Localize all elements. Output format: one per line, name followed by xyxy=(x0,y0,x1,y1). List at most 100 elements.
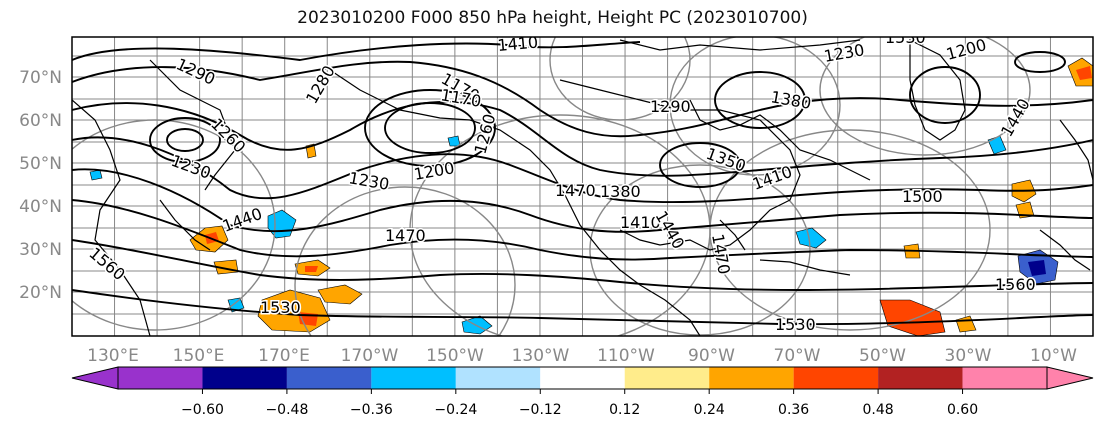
contour-label: 1200 xyxy=(412,158,455,184)
colorbar: −0.60 −0.48 −0.36 −0.24 −0.12 0.12 0.24 0.36 0.4… xyxy=(71,366,1094,418)
colorbar-tick-label: −0.60 xyxy=(181,402,224,418)
colorbar-segment xyxy=(455,367,541,389)
longitude-label: 170°E xyxy=(258,346,310,366)
latitude-label: 50°N xyxy=(19,154,62,174)
contour-closed-low xyxy=(384,102,476,154)
colorbar-tick-label: −0.36 xyxy=(350,402,393,418)
contour-label: 1560 xyxy=(995,275,1036,294)
contour-closed-low xyxy=(364,89,496,167)
colorbar-tick-label: 0.24 xyxy=(694,402,725,418)
colorbar-segment xyxy=(962,367,1047,389)
colorbar-tick-label: −0.24 xyxy=(434,402,477,418)
north-america-coast xyxy=(559,79,801,251)
longitude-label: 50°W xyxy=(859,346,906,366)
contour-label: 1290 xyxy=(650,97,691,116)
colorbar-tick-label: −0.12 xyxy=(519,402,562,418)
latitude-label: 30°N xyxy=(19,240,62,260)
contour-closed-low xyxy=(909,66,981,124)
contour-label: 1230 xyxy=(347,168,390,194)
positive-anomaly-patch xyxy=(317,284,363,305)
japan-coast xyxy=(159,199,211,251)
colorbar-left-extend xyxy=(71,366,119,390)
colorbar-frame xyxy=(117,366,1048,390)
map-title: 2023010200 F000 850 hPa height, Height P… xyxy=(297,8,808,28)
grey-circle xyxy=(72,119,276,331)
contour-line xyxy=(72,100,1093,177)
colorbar-segment xyxy=(709,367,794,389)
latitude-labels: 70°N 60°N 50°N 40°N 30°N 20°N xyxy=(19,68,62,303)
caribbean-coast xyxy=(759,259,851,276)
positive-anomaly-core xyxy=(1076,66,1092,80)
positive-anomaly-core xyxy=(305,266,318,272)
asia-coast xyxy=(72,99,151,336)
colorbar-segment xyxy=(371,367,456,389)
negative-anomaly-patch xyxy=(227,297,245,313)
grey-circle xyxy=(294,186,516,336)
colorbar-segment xyxy=(540,367,625,389)
colorbar-right-extend xyxy=(1046,366,1094,390)
contour-closed-low xyxy=(714,71,806,129)
contour-label: 1440 xyxy=(997,95,1034,140)
colorbar-tick-label: −0.48 xyxy=(265,402,308,418)
contour-label: 1530 xyxy=(885,28,926,47)
contour-label: 1410 xyxy=(620,213,661,232)
europe-coast xyxy=(1059,119,1093,181)
longitude-label: 170°W xyxy=(341,346,399,366)
longitude-label: 10°W xyxy=(1030,346,1077,366)
contour-label: 1200 xyxy=(944,35,988,64)
negative-anomaly-patch xyxy=(447,135,461,147)
latitude-label: 70°N xyxy=(19,68,62,88)
hudson-coast xyxy=(689,99,871,181)
colorbar-tick-label: 0.48 xyxy=(863,402,894,418)
grey-circle xyxy=(709,129,991,331)
longitude-label: 130°W xyxy=(512,346,570,366)
contour-label: 1410 xyxy=(497,33,539,55)
anomaly-shading xyxy=(89,57,1093,336)
colorbar-tick-label: 0.12 xyxy=(609,402,640,418)
longitude-label: 150°W xyxy=(426,346,484,366)
longitude-label: 150°E xyxy=(173,346,225,366)
height-contours xyxy=(72,41,1093,326)
contour-label: 1380 xyxy=(600,182,641,201)
contour-label: 1410 xyxy=(750,162,795,194)
contour-label: 1230 xyxy=(169,151,214,183)
contour-line xyxy=(72,168,1093,233)
contour-line xyxy=(72,199,1093,261)
colorbar-segment xyxy=(624,367,710,389)
colorbar-tick-label: 0.60 xyxy=(947,402,978,418)
contour-label: 1530 xyxy=(775,315,816,334)
contour-label: 1470 xyxy=(708,232,734,275)
longitude-label: 110°W xyxy=(597,346,655,366)
contour-line xyxy=(72,41,641,61)
contour-closed-low xyxy=(1014,51,1066,73)
contour-line xyxy=(72,136,1093,204)
negative-anomaly-patch xyxy=(267,209,297,239)
longitude-label: 70°W xyxy=(774,346,821,366)
contour-label: 1280 xyxy=(302,62,339,107)
negative-anomaly-patch xyxy=(795,227,827,249)
colorbar-segment xyxy=(793,367,879,389)
contour-closed-low xyxy=(149,117,221,163)
colorbar-tick-label: 0.36 xyxy=(778,402,809,418)
contour-label: 1380 xyxy=(769,87,812,113)
colorbar-segment xyxy=(878,367,963,389)
longitude-label: 30°W xyxy=(945,346,992,366)
longitude-label: 130°E xyxy=(87,346,139,366)
positive-anomaly-patch xyxy=(879,299,946,336)
negative-anomaly-core xyxy=(1028,260,1046,276)
contour-label: 1500 xyxy=(902,187,943,206)
latitude-label: 60°N xyxy=(19,111,62,131)
contour-label: 1290 xyxy=(173,54,218,88)
contour-line xyxy=(72,289,1093,326)
contour-line xyxy=(72,239,1093,291)
contour-closed-low xyxy=(166,128,204,152)
latitude-label: 40°N xyxy=(19,197,62,217)
positive-anomaly-patch xyxy=(955,315,977,333)
longitude-label: 90°W xyxy=(688,346,735,366)
grey-circle xyxy=(819,37,1031,156)
colorbar-segment xyxy=(286,367,372,389)
contour-line xyxy=(72,60,1093,138)
